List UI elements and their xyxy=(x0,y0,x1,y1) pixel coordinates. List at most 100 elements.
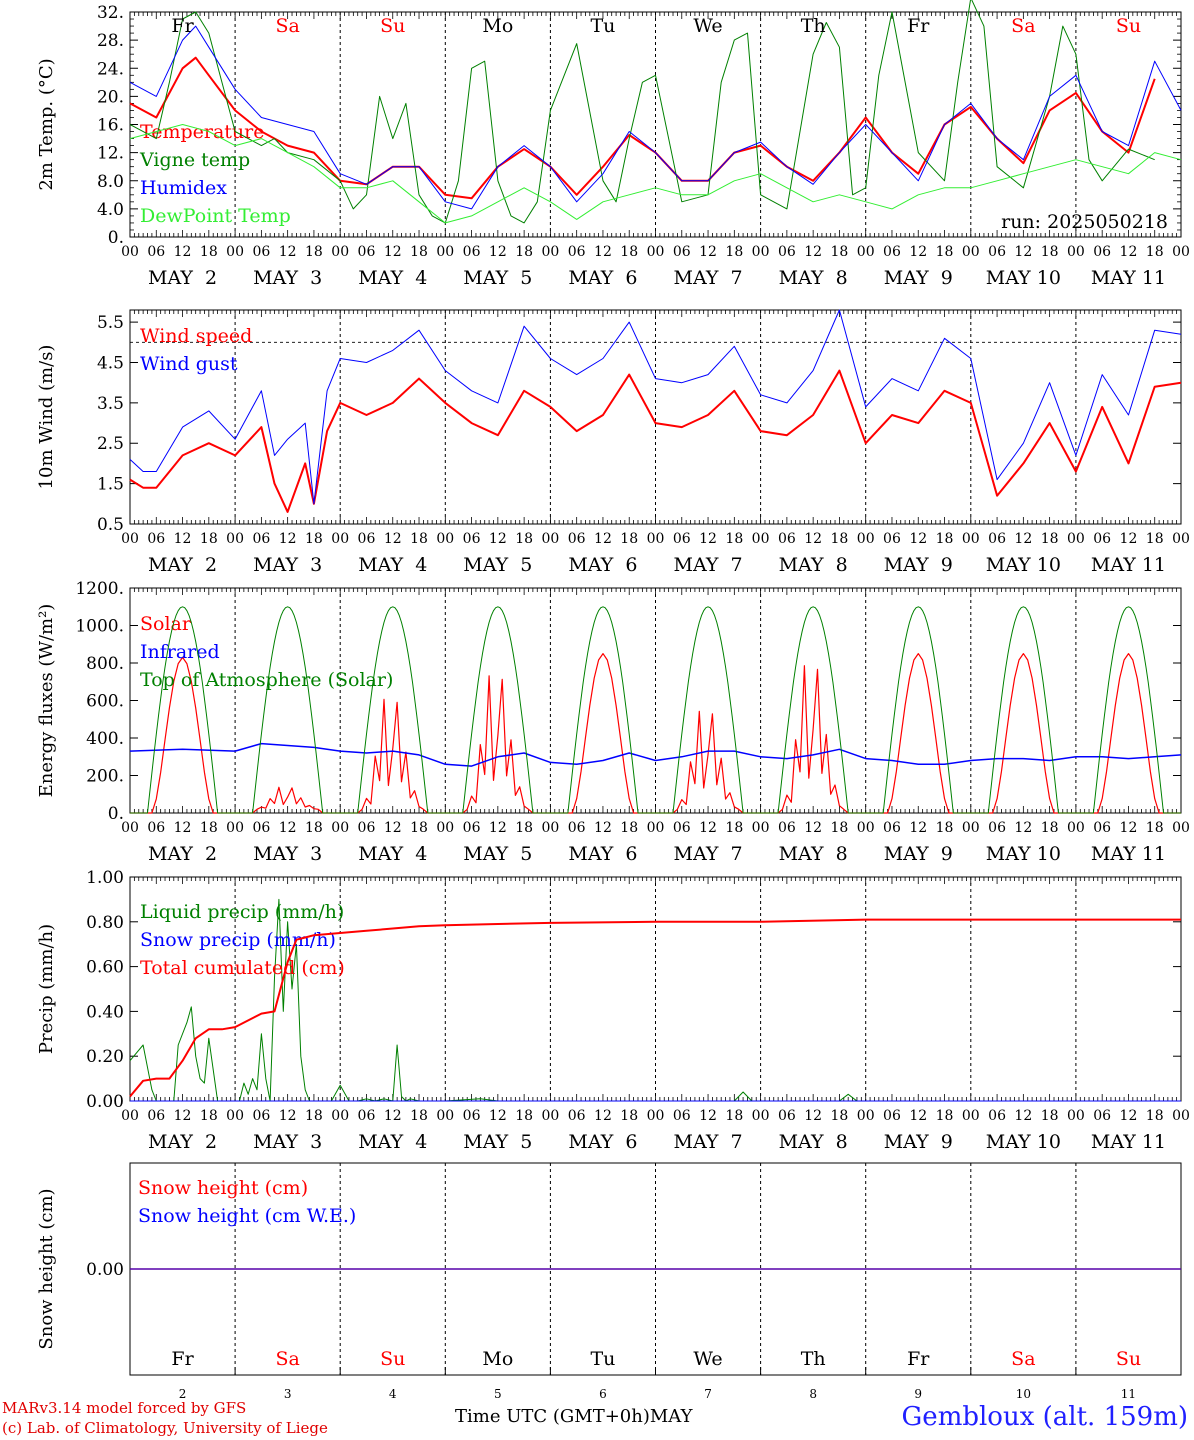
y-tick-label: 4.5 xyxy=(97,353,124,373)
hour-tick-label: 18 xyxy=(725,531,743,547)
day-name-bottom: Th xyxy=(801,1348,826,1370)
hour-tick-label: 12 xyxy=(1120,531,1138,547)
hour-tick-label: 00 xyxy=(752,531,770,547)
hour-tick-label: 12 xyxy=(489,531,507,547)
hour-tick-label: 18 xyxy=(831,244,849,260)
run-label: run: 2025050218 xyxy=(1001,211,1168,233)
date-label: MAY 5 xyxy=(463,843,532,865)
date-label: MAY 6 xyxy=(568,1131,637,1153)
hour-tick-label: 12 xyxy=(1014,531,1032,547)
hour-tick-label: 00 xyxy=(752,244,770,260)
y-tick-label: 16. xyxy=(97,116,124,136)
hour-tick-label: 18 xyxy=(410,820,428,836)
day-name-bottom: Su xyxy=(1116,1348,1141,1370)
hour-tick-label: 00 xyxy=(1172,1108,1190,1124)
hour-tick-label: 12 xyxy=(1120,820,1138,836)
y-tick-label: 600. xyxy=(86,692,124,712)
y-tick-label: 0.00 xyxy=(86,1260,124,1280)
y-tick-label: 2.5 xyxy=(97,434,124,454)
y-tick-label: 0.40 xyxy=(86,1002,124,1022)
hour-tick-label: 12 xyxy=(594,531,612,547)
hour-tick-label: 00 xyxy=(226,531,244,547)
hour-tick-label: 00 xyxy=(857,820,875,836)
legend-entry: Wind speed xyxy=(140,325,252,347)
y-tick-label: 3.5 xyxy=(97,394,124,414)
hour-tick-label: 00 xyxy=(121,531,139,547)
hour-tick-label: 00 xyxy=(436,531,454,547)
day-name-top: We xyxy=(693,15,722,37)
date-label: MAY 5 xyxy=(463,1131,532,1153)
y-axis-label-energy: Energy fluxes (W/m²) xyxy=(36,604,57,798)
hour-tick-label: 12 xyxy=(1014,244,1032,260)
y-tick-label: 28. xyxy=(97,31,124,51)
hour-tick-label: 00 xyxy=(962,244,980,260)
hour-tick-label: 00 xyxy=(857,531,875,547)
y-tick-label: 200. xyxy=(86,767,124,787)
hour-tick-label: 00 xyxy=(541,820,559,836)
legend-entry: Humidex xyxy=(140,177,227,199)
hour-tick-label: 06 xyxy=(463,531,481,547)
date-label: MAY 2 xyxy=(148,267,217,289)
hour-tick-label: 06 xyxy=(252,820,270,836)
hour-tick-label: 18 xyxy=(831,1108,849,1124)
hour-tick-label: 12 xyxy=(384,244,402,260)
date-label: MAY 3 xyxy=(253,267,322,289)
hour-tick-label: 12 xyxy=(909,1108,927,1124)
legend-entry: Top of Atmosphere (Solar) xyxy=(140,669,393,691)
day-name-top: Mo xyxy=(482,15,513,37)
y-tick-label: 32. xyxy=(97,3,124,23)
hour-tick-label: 12 xyxy=(804,1108,822,1124)
hour-tick-label: 00 xyxy=(121,244,139,260)
x-axis-title: Time UTC (GMT+0h)MAY xyxy=(455,1406,693,1427)
hour-tick-label: 00 xyxy=(647,531,665,547)
hour-tick-label: 06 xyxy=(988,531,1006,547)
date-label: MAY 2 xyxy=(148,1131,217,1153)
hour-tick-label: 18 xyxy=(936,1108,954,1124)
hour-tick-label: 18 xyxy=(936,244,954,260)
hour-tick-label: 12 xyxy=(174,1108,192,1124)
hour-tick-label: 06 xyxy=(147,820,165,836)
hour-tick-label: 12 xyxy=(1014,1108,1032,1124)
hour-tick-label: 18 xyxy=(831,820,849,836)
legend-entry: Infrared xyxy=(140,641,220,663)
hour-tick-label: 06 xyxy=(883,1108,901,1124)
hour-tick-label: 00 xyxy=(1067,244,1085,260)
date-label: MAY 8 xyxy=(779,267,848,289)
hour-tick-label: 12 xyxy=(699,820,717,836)
day-name-bottom: Sa xyxy=(1011,1348,1035,1370)
date-label: MAY 6 xyxy=(568,554,637,576)
hour-tick-label: 00 xyxy=(647,820,665,836)
hour-tick-label: 00 xyxy=(752,1108,770,1124)
hour-tick-label: 12 xyxy=(804,244,822,260)
hour-tick-label: 18 xyxy=(305,1108,323,1124)
legend-entry: Temperature xyxy=(140,121,264,143)
day-name-bottom: Fr xyxy=(171,1348,194,1370)
date-label: MAY 3 xyxy=(253,1131,322,1153)
hour-tick-label: 00 xyxy=(331,531,349,547)
date-label: MAY 3 xyxy=(253,554,322,576)
day-number: 11 xyxy=(1121,1387,1136,1401)
hour-tick-label: 00 xyxy=(436,1108,454,1124)
hour-tick-label: 00 xyxy=(436,244,454,260)
date-label: MAY 8 xyxy=(779,1131,848,1153)
hour-tick-label: 18 xyxy=(620,531,638,547)
hour-tick-label: 00 xyxy=(857,1108,875,1124)
date-label: MAY 4 xyxy=(358,843,427,865)
day-name-top: Th xyxy=(801,15,826,37)
hour-tick-label: 12 xyxy=(909,820,927,836)
date-label: MAY 10 xyxy=(986,267,1061,289)
y-tick-label: 0.80 xyxy=(86,913,124,933)
y-tick-label: 4.0 xyxy=(97,200,124,220)
hour-tick-label: 18 xyxy=(305,244,323,260)
hour-tick-label: 00 xyxy=(121,820,139,836)
hour-tick-label: 18 xyxy=(620,244,638,260)
hour-tick-label: 00 xyxy=(226,820,244,836)
hour-tick-label: 18 xyxy=(515,244,533,260)
hour-tick-label: 12 xyxy=(804,531,822,547)
hour-tick-label: 12 xyxy=(489,820,507,836)
date-label: MAY 10 xyxy=(986,1131,1061,1153)
day-name-bottom: We xyxy=(693,1348,722,1370)
y-axis-label-wind: 10m Wind (m/s) xyxy=(36,345,57,490)
hour-tick-label: 18 xyxy=(1146,1108,1164,1124)
